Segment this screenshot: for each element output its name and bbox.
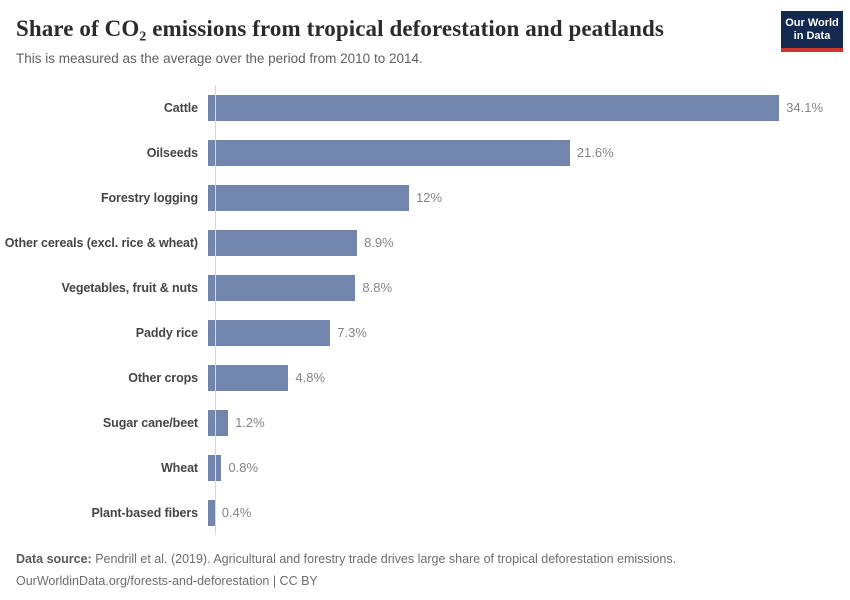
owid-logo-line1: Our World — [785, 17, 839, 29]
bar[interactable] — [208, 319, 331, 346]
bar[interactable] — [208, 94, 780, 121]
owid-logo-line2: in Data — [793, 30, 831, 42]
value-label: 1.2% — [235, 415, 265, 430]
bar[interactable] — [208, 229, 358, 256]
chart-title: Share of CO₂ emissions from tropical def… — [16, 16, 664, 41]
bar[interactable] — [208, 409, 229, 436]
bar-row: Forestry logging 12% — [0, 175, 850, 220]
category-label: Forestry logging — [100, 190, 198, 205]
bar-row: Vegetables, fruit & nuts 8.8% — [0, 265, 850, 310]
bar-row: Paddy rice 7.3% — [0, 310, 850, 355]
bar-chart: Cattle 34.1% Oilseeds 21.6% Forestry logging… — [0, 85, 850, 535]
bar-row: Plant-based fibers 0.4% — [0, 490, 850, 535]
category-label: Plant-based fibers — [91, 505, 198, 520]
bar-row: Other crops 4.8% — [0, 355, 850, 400]
category-label: Other crops — [128, 370, 198, 385]
value-label: 8.8% — [362, 280, 393, 295]
category-label: Paddy rice — [135, 325, 198, 340]
bar[interactable] — [208, 274, 356, 301]
footer-url-line: OurWorldinData.org/forests-and-deforesta… — [16, 573, 318, 588]
data-source-line: Data source: Pendrill et al. (2019). Agr… — [16, 549, 834, 571]
value-label: 34.1% — [786, 100, 824, 115]
data-source-text: Pendrill et al. (2019). Agricultural and… — [95, 552, 677, 566]
bar-row: Sugar cane/beet 1.2% — [0, 400, 850, 445]
value-label: 4.8% — [295, 370, 326, 385]
bar[interactable] — [208, 499, 215, 526]
category-label: Wheat — [160, 460, 198, 475]
category-label: Oilseeds — [146, 145, 198, 160]
y-axis-line — [215, 85, 216, 535]
category-label: Cattle — [163, 100, 198, 115]
bar-row: Other cereals (excl. rice & wheat) 8.9% — [0, 220, 850, 265]
bar[interactable] — [208, 139, 570, 166]
value-label: 7.3% — [337, 325, 367, 340]
bar[interactable] — [208, 454, 222, 481]
value-label: 8.9% — [364, 235, 394, 250]
category-label: Other cereals (excl. rice & wheat) — [4, 235, 198, 250]
owid-logo: Our World in Data — [781, 11, 843, 52]
bar[interactable] — [208, 184, 409, 211]
value-label: 12% — [416, 190, 443, 205]
chart-subtitle: This is measured as the average over the… — [16, 51, 423, 66]
bar-row: Wheat 0.8% — [0, 445, 850, 490]
data-source-label: Data source: — [16, 552, 92, 566]
bar[interactable] — [208, 364, 289, 391]
bar-row: Cattle 34.1% — [0, 85, 850, 130]
value-label: 21.6% — [576, 145, 614, 160]
chart-footer: Data source: Pendrill et al. (2019). Agr… — [0, 535, 850, 592]
chart-header: Share of CO₂ emissions from tropical def… — [0, 0, 850, 68]
value-label: 0.4% — [221, 505, 252, 520]
category-label: Sugar cane/beet — [102, 415, 198, 430]
category-label: Vegetables, fruit & nuts — [61, 280, 198, 295]
value-label: 0.8% — [228, 460, 259, 475]
bar-row: Oilseeds 21.6% — [0, 130, 850, 175]
